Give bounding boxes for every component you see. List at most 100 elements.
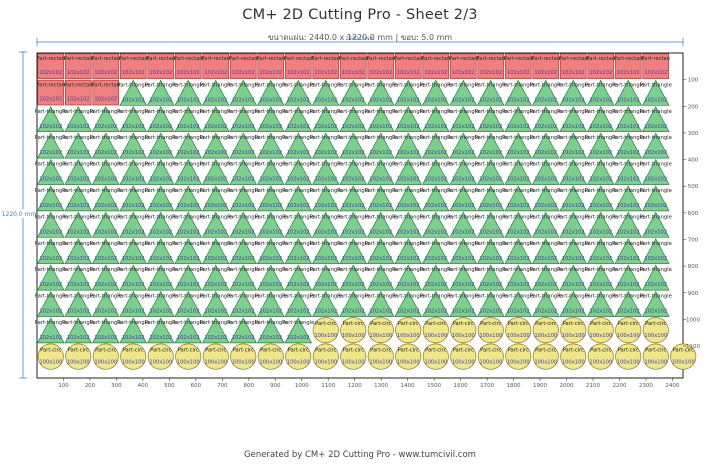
part-name: Part-circ bbox=[315, 321, 336, 327]
part-size: 100x100 bbox=[369, 359, 392, 365]
part-name: Part-triangle bbox=[420, 241, 452, 247]
rectangle-shape bbox=[614, 53, 642, 79]
part-name: Part-triangle bbox=[145, 320, 177, 326]
triangle-shape bbox=[449, 132, 478, 159]
circle-part: Part-circ 100x100 bbox=[395, 343, 422, 370]
triangle-shape bbox=[36, 158, 65, 185]
part-size: 102x102 bbox=[122, 229, 145, 235]
part-size: 102x102 bbox=[177, 124, 200, 130]
part-name: Part-triangle bbox=[557, 162, 589, 168]
part-size: 102x102 bbox=[342, 124, 365, 130]
part-name: Part-triangle bbox=[475, 294, 507, 300]
axis-layer: 100 200 300 400 500 600 700 800 900 1000 1100 1200 1… bbox=[58, 78, 700, 389]
triangle-part: Part-triangle 102x102 bbox=[475, 132, 507, 159]
triangle-shape bbox=[366, 158, 395, 185]
part-name: Part-triangle bbox=[530, 135, 562, 141]
part-name: Part-triangle bbox=[255, 188, 287, 194]
circle-shape bbox=[642, 343, 669, 370]
triangle-shape bbox=[366, 238, 395, 265]
triangle-part: Part-triangle 102x102 bbox=[62, 317, 94, 344]
triangle-shape bbox=[229, 79, 258, 106]
part-size: 102x102 bbox=[397, 309, 420, 315]
triangle-part: Part-triangle 102x102 bbox=[227, 158, 259, 185]
part-size: 102x102 bbox=[177, 97, 200, 103]
triangle-part: Part-triangle 102x102 bbox=[282, 317, 314, 344]
part-size: 102x102 bbox=[177, 229, 200, 235]
triangle-part: Part-triangle 102x102 bbox=[310, 238, 342, 265]
triangle-part: Part-triangle 102x102 bbox=[502, 211, 534, 238]
triangle-part: Part-triangle 102x102 bbox=[585, 264, 617, 291]
circle-part: Part-circ 100x100 bbox=[120, 343, 147, 370]
width-dimension: 2440.0 mm bbox=[36, 36, 684, 46]
triangle-part: Part-triangle 102x102 bbox=[282, 211, 314, 238]
part-name: Part-triangle bbox=[612, 267, 644, 273]
rectangle-shape bbox=[257, 53, 285, 79]
triangle-shape bbox=[284, 211, 313, 238]
rectangle-part: Part-rectan 102x102 bbox=[119, 53, 148, 79]
triangle-shape bbox=[201, 317, 230, 344]
part-name: Part-triangle bbox=[502, 135, 534, 141]
part-size: 102x102 bbox=[507, 203, 530, 209]
part-size: 102x102 bbox=[562, 177, 585, 183]
part-name: Part-triangle bbox=[117, 241, 149, 247]
part-size: 102x102 bbox=[67, 203, 90, 209]
triangle-part: Part-triangle 102x102 bbox=[282, 106, 314, 133]
part-size: 102x102 bbox=[644, 203, 667, 209]
triangle-shape bbox=[641, 185, 670, 212]
part-size: 102x102 bbox=[617, 70, 640, 76]
part-name: Part-triangle bbox=[62, 188, 94, 194]
triangle-part: Part-triangle 102x102 bbox=[502, 132, 534, 159]
triangle-part: Part-triangle 102x102 bbox=[420, 211, 452, 238]
circle-part: Part-circ 100x100 bbox=[340, 317, 367, 344]
triangle-shape bbox=[586, 185, 615, 212]
circle-shape bbox=[532, 317, 559, 344]
part-name: Part-triangle bbox=[640, 214, 672, 220]
triangle-shape bbox=[91, 185, 120, 212]
part-name: Part-triangle bbox=[530, 188, 562, 194]
part-name: Part-triangle bbox=[585, 294, 617, 300]
part-size: 102x102 bbox=[617, 256, 640, 262]
triangle-part: Part-triangle 102x102 bbox=[502, 264, 534, 291]
part-name: Part-triangle bbox=[420, 109, 452, 115]
triangle-part: Part-triangle 102x102 bbox=[145, 290, 177, 317]
triangle-part: Part-triangle 102x102 bbox=[282, 290, 314, 317]
triangle-part: Part-triangle 102x102 bbox=[475, 211, 507, 238]
part-name: Part-triangle bbox=[227, 135, 259, 141]
part-name: Part-rectan bbox=[229, 56, 258, 62]
triangle-part: Part-triangle 102x102 bbox=[227, 79, 259, 106]
part-name: Part-circ bbox=[260, 347, 281, 353]
part-size: 102x102 bbox=[204, 229, 227, 235]
part-name: Part-triangle bbox=[420, 162, 452, 168]
triangle-part: Part-triangle 102x102 bbox=[145, 264, 177, 291]
triangle-shape bbox=[284, 264, 313, 291]
y-tick-label: 600 bbox=[688, 211, 699, 217]
triangle-part: Part-triangle 102x102 bbox=[365, 185, 397, 212]
part-name: Part-triangle bbox=[200, 188, 232, 194]
rectangle-part: Part-rectan 102x102 bbox=[64, 79, 93, 106]
part-size: 102x102 bbox=[424, 309, 447, 315]
x-tick-label: 300 bbox=[111, 383, 122, 389]
triangle-part: Part-triangle 102x102 bbox=[200, 158, 232, 185]
triangle-part: Part-triangle 102x102 bbox=[420, 238, 452, 265]
part-size: 102x102 bbox=[452, 309, 475, 315]
y-tick-label: 200 bbox=[688, 104, 699, 110]
part-name: Part-triangle bbox=[392, 241, 424, 247]
circle-shape bbox=[615, 317, 642, 344]
part-size: 102x102 bbox=[314, 203, 337, 209]
triangle-part: Part-triangle 102x102 bbox=[117, 185, 149, 212]
triangle-shape bbox=[394, 238, 423, 265]
part-name: Part-circ bbox=[370, 321, 391, 327]
part-name: Part-triangle bbox=[612, 109, 644, 115]
part-size: 100x100 bbox=[644, 359, 667, 365]
triangle-shape bbox=[284, 238, 313, 265]
part-size: 102x102 bbox=[204, 97, 227, 103]
part-size: 102x102 bbox=[94, 282, 117, 288]
triangle-shape bbox=[64, 211, 93, 238]
triangle-shape bbox=[64, 158, 93, 185]
triangle-part: Part-triangle 102x102 bbox=[640, 290, 672, 317]
triangle-part: Part-triangle 102x102 bbox=[117, 158, 149, 185]
triangle-shape bbox=[91, 158, 120, 185]
triangle-part: Part-triangle 102x102 bbox=[447, 132, 479, 159]
triangle-part: Part-triangle 102x102 bbox=[612, 132, 644, 159]
part-size: 102x102 bbox=[232, 70, 255, 76]
